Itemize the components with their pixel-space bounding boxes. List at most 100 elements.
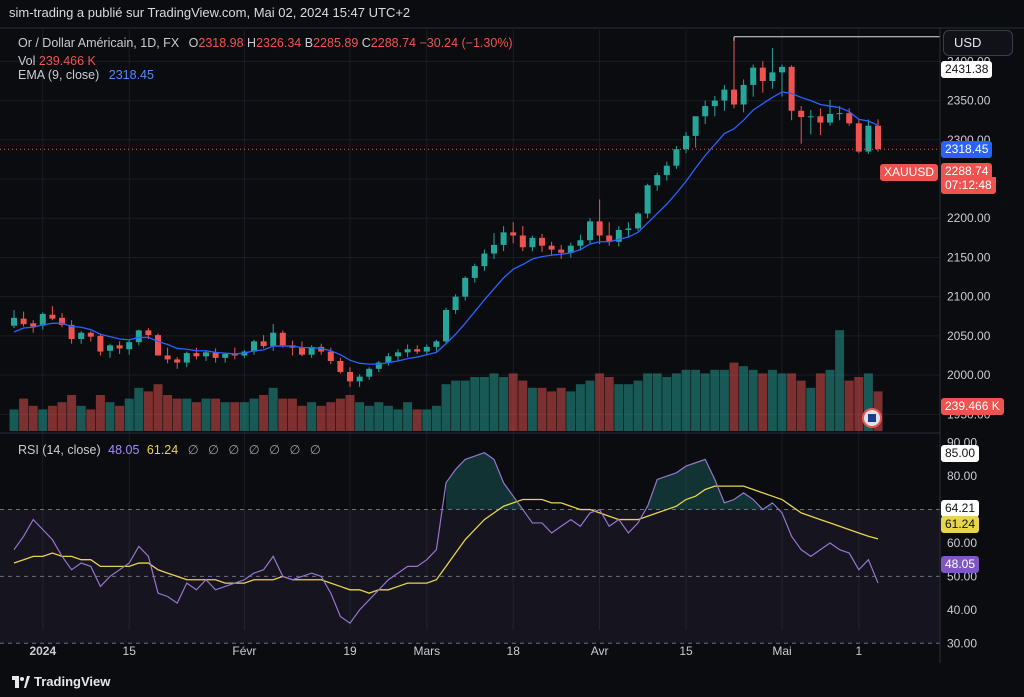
time-tick-label: Mai	[772, 644, 791, 658]
candle-body	[49, 314, 56, 319]
candle-body	[39, 313, 46, 326]
candle-body	[327, 351, 334, 361]
volume-key[interactable]: Vol	[18, 54, 36, 68]
volume-bar	[355, 402, 365, 431]
volume-bar	[86, 409, 96, 431]
volume-bar	[297, 405, 307, 431]
candle-body	[366, 368, 373, 377]
candle-body	[347, 371, 353, 382]
volume-value: 239.466 K	[38, 54, 96, 68]
volume-bar	[326, 402, 336, 431]
volume-bar	[57, 402, 67, 431]
candle-body	[59, 317, 65, 325]
volume-bar	[374, 402, 384, 431]
volume-bar	[201, 398, 211, 431]
volume-bar	[604, 377, 614, 431]
candle-body	[462, 277, 469, 297]
candle-body	[11, 317, 17, 326]
volume-bar	[431, 405, 441, 431]
na-value-icons: ∅ ∅ ∅ ∅ ∅ ∅ ∅	[187, 443, 324, 457]
price-tick-label: 2000.00	[947, 368, 991, 382]
volume-bar	[163, 395, 173, 431]
candle-body	[587, 221, 593, 241]
volume-bar	[470, 377, 480, 431]
volume-bar	[518, 380, 528, 431]
volume-bar	[537, 387, 547, 431]
candle-body	[644, 185, 651, 214]
volume-bar	[489, 373, 499, 431]
time-tick-label: 15	[123, 644, 137, 658]
ema-key[interactable]: EMA (9, close)	[18, 68, 100, 82]
price-line	[0, 36, 940, 150]
high-value: 2326.34	[256, 36, 302, 50]
candle-body	[203, 352, 209, 357]
rsi-line	[13, 452, 879, 625]
volume-bar	[287, 398, 297, 431]
rsi-ma-value: 61.24	[146, 443, 179, 457]
volume-bar	[547, 391, 557, 431]
candle-body	[193, 353, 200, 357]
candle-body	[635, 213, 641, 229]
ema-line	[13, 91, 879, 365]
currency-button[interactable]: USD	[943, 30, 1013, 56]
volume-bar	[556, 387, 566, 431]
candle-body	[807, 116, 814, 118]
volume-bar	[508, 373, 518, 431]
volume-bar	[364, 405, 374, 431]
price-tick-label: 2050.00	[947, 329, 991, 343]
candle-body	[375, 362, 382, 369]
candle-body	[452, 296, 459, 310]
volume-bar	[844, 380, 854, 431]
volume-bar	[249, 398, 259, 431]
price-tick-label: 2100.00	[947, 290, 991, 304]
candle-body	[731, 89, 737, 105]
symbol-name[interactable]: Or / Dollar Américain, 1D, FX	[18, 36, 180, 50]
rsi-ma-path	[13, 485, 879, 594]
volume-bar	[633, 380, 643, 431]
candle-body	[683, 135, 689, 150]
candle-body	[567, 245, 574, 253]
candle-body	[673, 149, 680, 166]
volume-bar	[652, 373, 662, 431]
volume-bar	[76, 405, 86, 431]
candle-body	[606, 235, 613, 242]
candle-body	[443, 310, 449, 342]
open-key: O	[188, 36, 199, 50]
candle-body	[30, 323, 37, 327]
candle-body	[126, 342, 133, 350]
candles	[11, 37, 881, 387]
candle-body	[577, 240, 584, 246]
publisher-line: sim-trading a publié sur TradingView.com…	[9, 5, 411, 20]
time-axis[interactable]: 2024 15 Févr 19 Mars 18 Avr 15 Mai 1	[29, 644, 862, 658]
candle-body	[711, 100, 718, 107]
last-price-label: 2288.74	[941, 163, 993, 180]
volume-bar	[777, 373, 787, 431]
volume-bar	[863, 373, 873, 431]
volume-bar	[595, 373, 605, 431]
volume-bar	[143, 391, 153, 431]
volume-bar	[9, 409, 19, 431]
volume-bar	[585, 380, 595, 431]
rsi-tick-label: 60.00	[947, 536, 977, 550]
volume-axis-label: 239.466 K	[941, 398, 1004, 415]
candle-body	[500, 232, 507, 245]
rsi-value: 48.05	[108, 443, 140, 457]
volume-bar	[710, 369, 720, 431]
volume-bar	[105, 402, 115, 431]
volume-bar	[460, 380, 470, 431]
volume-bar	[67, 395, 77, 431]
volume-bar	[700, 373, 710, 431]
candle-body	[337, 360, 344, 372]
candle-body	[279, 332, 286, 346]
price-tick-label: 2150.00	[947, 250, 991, 264]
candle-body	[87, 332, 94, 337]
rsi-path	[13, 452, 879, 625]
low-key: B	[304, 36, 314, 50]
volume-bar	[278, 398, 288, 431]
volume-bar	[441, 384, 451, 431]
rsi-key[interactable]: RSI (14, close)	[18, 443, 101, 457]
event-flag-icon[interactable]	[862, 408, 882, 428]
candle-body	[779, 66, 785, 73]
candle-body	[529, 237, 536, 248]
